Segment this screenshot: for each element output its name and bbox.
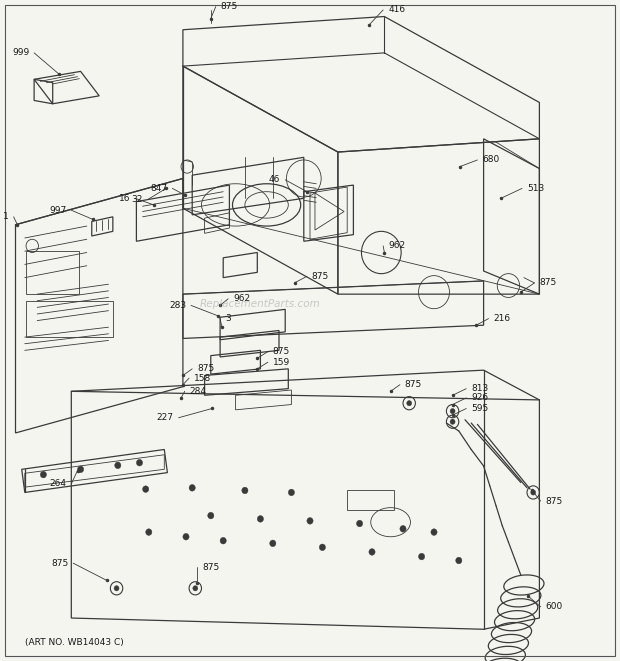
Text: 513: 513 xyxy=(527,184,544,193)
Text: 962: 962 xyxy=(233,294,250,303)
Text: 962: 962 xyxy=(388,241,405,251)
Circle shape xyxy=(418,553,425,560)
Circle shape xyxy=(78,466,84,473)
Circle shape xyxy=(183,533,189,540)
Bar xyxy=(347,490,394,510)
Text: 875: 875 xyxy=(312,272,329,281)
Text: 875: 875 xyxy=(546,496,563,506)
Circle shape xyxy=(431,529,437,535)
Circle shape xyxy=(400,525,406,532)
Circle shape xyxy=(115,462,121,469)
Text: 875: 875 xyxy=(405,380,422,389)
Circle shape xyxy=(288,489,294,496)
Circle shape xyxy=(319,544,326,551)
Circle shape xyxy=(356,520,363,527)
Bar xyxy=(26,301,113,337)
Text: 416: 416 xyxy=(388,5,405,15)
Text: 158: 158 xyxy=(194,373,211,383)
Text: 16: 16 xyxy=(118,194,130,203)
Text: 875: 875 xyxy=(221,2,238,11)
Circle shape xyxy=(143,486,149,492)
Circle shape xyxy=(369,549,375,555)
Bar xyxy=(26,251,79,294)
Text: 875: 875 xyxy=(273,347,290,356)
Text: ReplacementParts.com: ReplacementParts.com xyxy=(200,299,321,309)
Text: 926: 926 xyxy=(471,393,489,403)
Circle shape xyxy=(193,586,198,591)
Text: 227: 227 xyxy=(157,413,174,422)
Text: 813: 813 xyxy=(471,384,489,393)
Text: 283: 283 xyxy=(169,301,186,310)
Circle shape xyxy=(450,419,455,424)
Text: 46: 46 xyxy=(269,175,280,184)
Text: 680: 680 xyxy=(482,155,500,165)
Text: 3: 3 xyxy=(225,314,231,323)
Text: 159: 159 xyxy=(273,358,290,367)
Text: 600: 600 xyxy=(546,602,563,611)
Text: 1: 1 xyxy=(3,212,9,221)
Text: 847: 847 xyxy=(150,184,167,193)
Text: 875: 875 xyxy=(202,563,219,572)
Text: (ART NO. WB14043 C): (ART NO. WB14043 C) xyxy=(25,638,123,647)
Circle shape xyxy=(189,485,195,491)
Text: 32: 32 xyxy=(131,195,143,204)
Circle shape xyxy=(456,557,462,564)
Circle shape xyxy=(531,490,536,495)
Circle shape xyxy=(40,471,46,478)
Circle shape xyxy=(307,518,313,524)
Circle shape xyxy=(242,487,248,494)
Text: 999: 999 xyxy=(12,48,29,58)
Circle shape xyxy=(450,408,455,414)
Circle shape xyxy=(146,529,152,535)
Text: 875: 875 xyxy=(51,559,68,568)
Circle shape xyxy=(136,459,143,466)
Text: 284: 284 xyxy=(190,387,206,396)
Text: 216: 216 xyxy=(494,314,511,323)
Text: 595: 595 xyxy=(471,404,489,413)
Text: 875: 875 xyxy=(539,278,557,288)
Text: 997: 997 xyxy=(49,206,66,215)
Text: 264: 264 xyxy=(50,479,66,488)
Circle shape xyxy=(270,540,276,547)
Circle shape xyxy=(220,537,226,544)
Text: 875: 875 xyxy=(197,364,215,373)
Circle shape xyxy=(407,401,412,406)
Circle shape xyxy=(208,512,214,519)
Circle shape xyxy=(114,586,119,591)
Circle shape xyxy=(257,516,264,522)
